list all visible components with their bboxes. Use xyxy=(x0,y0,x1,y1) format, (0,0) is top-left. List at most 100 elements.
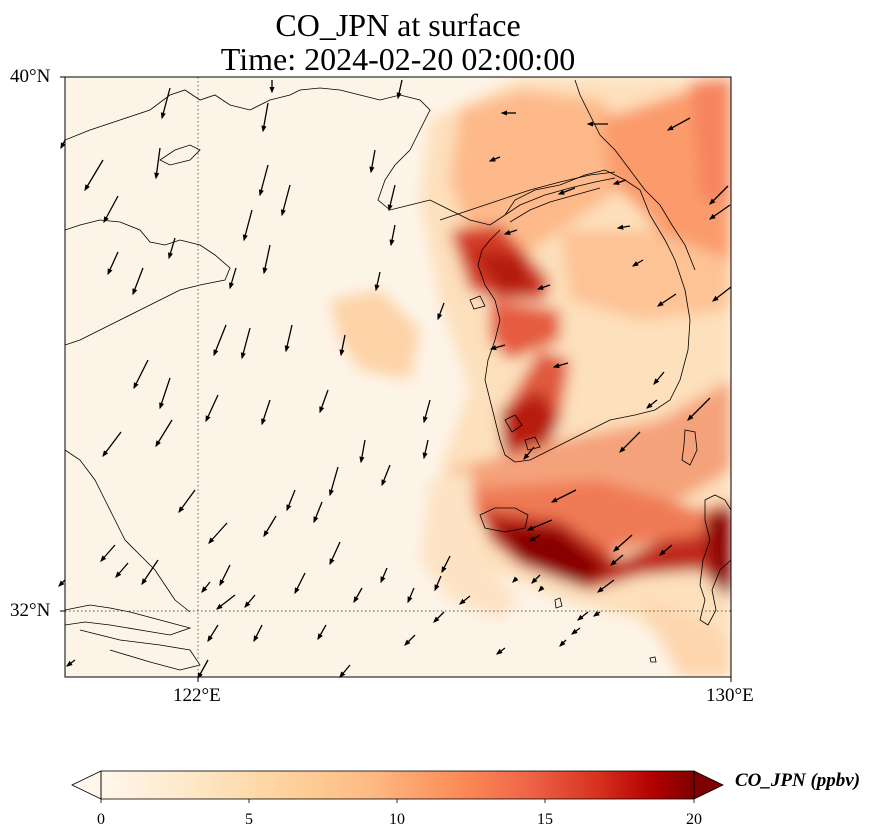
wind-arrow xyxy=(503,229,518,235)
colorbar-label: CO_JPN (ppbv) xyxy=(735,770,861,791)
wind-arrow xyxy=(353,587,363,604)
wind-arrow xyxy=(208,522,228,544)
colorbar xyxy=(71,770,724,803)
wind-arrow xyxy=(536,284,551,290)
wind-arrow xyxy=(576,611,589,621)
colorbar-tick-15: 15 xyxy=(537,811,553,828)
lat-label-40n: 40°N xyxy=(10,66,51,87)
wind-arrow xyxy=(359,439,366,464)
wind-arrow xyxy=(619,431,641,453)
wind-arrow xyxy=(709,185,729,205)
wind-arrow xyxy=(280,184,291,217)
colorbar-tick-20: 20 xyxy=(686,811,702,828)
wind-arrow xyxy=(613,534,633,552)
wind-arrow xyxy=(666,117,691,131)
wind-arrow xyxy=(616,224,631,230)
wind-arrow xyxy=(328,466,339,497)
wind-arrow xyxy=(84,159,104,192)
wind-arrow xyxy=(708,204,731,220)
wind-arrow xyxy=(570,627,581,635)
wind-arrow xyxy=(229,267,237,290)
colorbar-gradient xyxy=(101,771,694,799)
wind-arrow xyxy=(523,446,535,460)
wind-arrow xyxy=(65,659,76,667)
colorbar-extend-low xyxy=(71,770,102,800)
wind-arrow xyxy=(60,139,66,150)
wind-arrow xyxy=(141,559,159,586)
wind-arrow xyxy=(711,286,732,302)
wind-arrow xyxy=(240,327,251,360)
wind-arrow xyxy=(263,515,277,538)
map-subtitle-time: Time: 2024-02-20 02:00:00 xyxy=(220,41,576,77)
wind-arrow xyxy=(244,594,256,608)
wind-arrow xyxy=(407,587,415,604)
wind-arrow xyxy=(313,501,323,524)
wind-arrow xyxy=(207,624,219,643)
coastline-korea xyxy=(477,169,691,463)
wind-arrow xyxy=(422,439,429,460)
coastlines xyxy=(65,79,731,671)
wind-arrow xyxy=(102,431,122,458)
wind-arrow xyxy=(531,574,541,584)
colorbar-tick-5: 5 xyxy=(245,811,253,828)
wind-arrow xyxy=(205,394,219,423)
wind-arrow xyxy=(437,302,445,321)
wind-arrow xyxy=(381,464,391,487)
lon-label-130e: 130°E xyxy=(706,685,754,706)
wind-arrow xyxy=(422,399,431,424)
wind-arrow xyxy=(631,259,644,267)
wind-arrow xyxy=(557,187,576,195)
gridlines xyxy=(65,77,731,677)
wind-arrow xyxy=(434,575,442,592)
wind-arrow xyxy=(612,179,627,185)
wind-arrow xyxy=(659,544,673,556)
wind-arrow xyxy=(687,397,711,421)
axis-ticks xyxy=(60,76,732,682)
wind-arrow xyxy=(645,399,658,409)
colorbar-extend-high xyxy=(693,770,724,800)
wind-arrow xyxy=(329,541,341,566)
wind-arrow xyxy=(155,419,173,448)
wind-arrow xyxy=(404,634,416,646)
wind-arrow xyxy=(133,359,149,390)
wind-arrow xyxy=(201,581,211,594)
wind-arrow xyxy=(369,149,376,174)
wind-arrow xyxy=(552,362,569,369)
wind-arrow xyxy=(219,564,231,587)
wind-arrow xyxy=(656,293,677,307)
wind-arrow xyxy=(528,534,541,542)
wind-arrow xyxy=(319,389,329,414)
colorbar-tick-10: 10 xyxy=(389,811,405,828)
wind-arrow xyxy=(115,562,129,578)
wind-vectors xyxy=(58,79,732,680)
wind-arrow xyxy=(286,489,296,512)
wind-arrow xyxy=(154,147,161,180)
wind-arrow xyxy=(526,519,553,531)
coastline-jeju xyxy=(479,507,529,533)
wind-arrow xyxy=(339,334,346,357)
wind-arrow xyxy=(258,164,269,197)
wind-arrow xyxy=(178,489,196,514)
wind-arrow xyxy=(441,555,451,574)
map-title: CO_JPN at surface xyxy=(275,7,521,43)
wind-arrow xyxy=(284,324,293,353)
wind-arrow xyxy=(596,579,615,593)
wind-arrow xyxy=(380,567,388,584)
wind-arrow xyxy=(458,595,471,605)
wind-arrow xyxy=(197,659,209,680)
concentration-field xyxy=(65,77,731,677)
wind-arrow xyxy=(294,572,306,595)
coastline-kyushu xyxy=(699,494,731,626)
wind-arrow xyxy=(103,195,119,224)
wind-arrow xyxy=(262,244,271,275)
lat-label-32n: 32°N xyxy=(10,600,51,621)
wind-arrow xyxy=(317,624,327,641)
wind-arrow xyxy=(489,344,506,351)
wind-arrow xyxy=(168,237,176,260)
wind-arrow xyxy=(253,624,263,643)
wind-arrow xyxy=(396,79,403,100)
wind-arrow xyxy=(58,579,66,587)
wind-arrow xyxy=(653,371,665,385)
wind-arrow xyxy=(339,664,351,678)
